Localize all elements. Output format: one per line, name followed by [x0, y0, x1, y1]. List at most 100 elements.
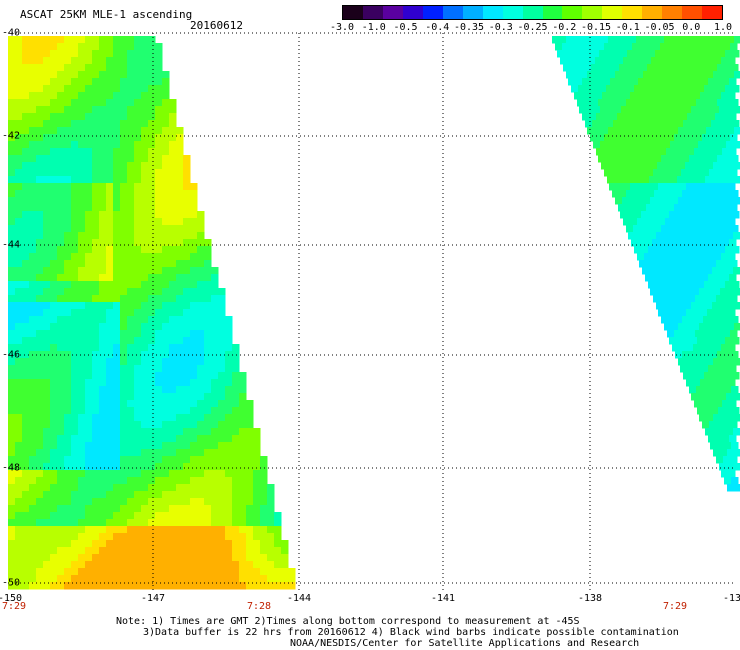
swath-cell: [680, 113, 688, 121]
swath-cell: [698, 232, 706, 240]
swath-cell: [641, 50, 649, 58]
swath-cell: [162, 351, 170, 359]
swath-cell: [260, 568, 268, 576]
swath-cell: [134, 239, 142, 247]
swath-cell: [605, 99, 613, 107]
swath-cell: [106, 533, 114, 541]
swath-cell: [587, 71, 595, 79]
swath-cell: [597, 134, 605, 142]
swath-cell: [225, 456, 233, 464]
swath-cell: [120, 498, 128, 506]
swath-cell: [567, 57, 575, 65]
swath-cell: [64, 141, 72, 149]
swath-cell: [106, 85, 114, 93]
swath-cell: [57, 57, 65, 65]
swath-cell: [22, 162, 30, 170]
swath-cell: [127, 134, 135, 142]
swath-cell: [78, 582, 86, 590]
swath-cell: [64, 155, 72, 163]
swath-cell: [113, 281, 121, 289]
swath-cell: [654, 225, 662, 233]
swath-cell: [113, 316, 121, 324]
swath-cell: [169, 498, 177, 506]
swath-cell: [204, 407, 212, 415]
swath-cell: [127, 57, 135, 65]
swath-cell: [15, 379, 23, 387]
swath-cell: [57, 421, 65, 429]
swath-cell: [715, 274, 723, 282]
swath-cell: [22, 400, 30, 408]
swath-cell: [36, 197, 44, 205]
swath-cell: [8, 463, 16, 471]
swath-cell: [36, 428, 44, 436]
swath-cell: [155, 337, 163, 345]
swath-cell: [684, 267, 692, 275]
swath-cell: [15, 414, 23, 422]
swath-cell: [50, 582, 58, 590]
swath-cell: [727, 197, 735, 205]
swath-cell: [85, 141, 93, 149]
swath-cell: [725, 120, 733, 128]
swath-cell: [630, 92, 638, 100]
swath-cell: [57, 393, 65, 401]
swath-cell: [691, 106, 699, 114]
swath-cell: [605, 155, 613, 163]
swath-cell: [43, 78, 51, 86]
swath-cell: [591, 64, 599, 72]
swath-cell: [106, 379, 114, 387]
swath-cell: [204, 323, 212, 331]
swath-cell: [640, 64, 648, 72]
swath-cell: [652, 148, 660, 156]
swath-cell: [197, 232, 205, 240]
swath-cell: [218, 484, 226, 492]
swath-cell: [729, 239, 737, 247]
swath-cell: [726, 106, 734, 114]
swath-cell: [22, 568, 30, 576]
swath-cell: [8, 106, 16, 114]
swath-cell: [211, 379, 219, 387]
swath-cell: [22, 155, 30, 163]
swath-cell: [8, 239, 16, 247]
swath-cell: [670, 176, 678, 184]
swath-cell: [211, 344, 219, 352]
swath-cell: [155, 365, 163, 373]
swath-cell: [43, 316, 51, 324]
swath-cell: [57, 239, 65, 247]
swath-cell: [127, 92, 135, 100]
swath-cell: [564, 50, 572, 58]
swath-cell: [733, 463, 740, 471]
swath-cell: [106, 575, 114, 583]
swath-cell: [15, 316, 23, 324]
swath-cell: [64, 540, 72, 548]
swath-cell: [197, 540, 205, 548]
swath-cell: [78, 71, 86, 79]
swath-cell: [155, 323, 163, 331]
swath-cell: [176, 547, 184, 555]
swath-cell: [78, 155, 86, 163]
swath-cell: [204, 526, 212, 534]
swath-cell: [680, 239, 688, 247]
swath-cell: [8, 428, 16, 436]
swath-cell: [29, 316, 37, 324]
swath-cell: [702, 330, 710, 338]
swath-cell: [127, 281, 135, 289]
swath-cell: [162, 393, 170, 401]
swath-cell: [162, 519, 170, 527]
swath-cell: [225, 365, 233, 373]
swath-cell: [99, 57, 107, 65]
swath-cell: [141, 407, 149, 415]
swath-cell: [85, 57, 93, 65]
swath-cell: [155, 491, 163, 499]
swath-cell: [708, 365, 716, 373]
swath-cell: [190, 547, 198, 555]
swath-cell: [92, 484, 100, 492]
swath-cell: [267, 484, 275, 492]
swath-cell: [29, 92, 37, 100]
swath-cell: [127, 120, 135, 128]
swath-cell: [36, 43, 44, 51]
swath-cell: [29, 323, 37, 331]
swath-cell: [8, 491, 16, 499]
swath-cell: [253, 575, 261, 583]
swath-cell: [85, 246, 93, 254]
swath-cell: [106, 365, 114, 373]
